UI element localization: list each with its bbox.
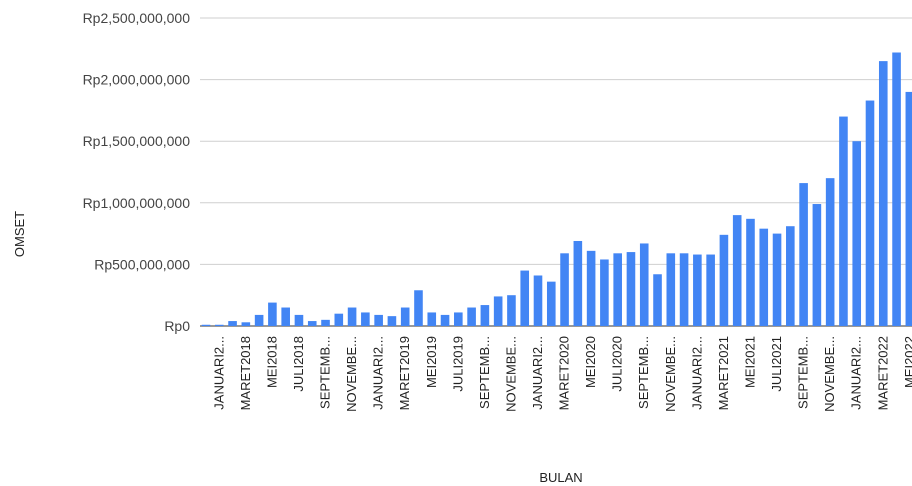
bar <box>546 281 556 326</box>
y-tick-label: Rp500,000,000 <box>94 256 190 272</box>
x-tick-label: JULI2021 <box>769 336 784 392</box>
bar <box>533 275 543 326</box>
x-tick-label: MEI2022 <box>902 336 912 388</box>
bar <box>294 314 304 326</box>
x-tick-label: JANUARI2... <box>689 336 704 410</box>
x-tick-label: NOVEMBE... <box>822 336 837 412</box>
x-tick-label: MARET2018 <box>238 336 253 410</box>
bar <box>493 296 503 326</box>
bars <box>201 52 912 327</box>
bar <box>799 183 808 326</box>
x-tick-label: SEPTEMB... <box>636 336 651 409</box>
y-tick-label: Rp1,000,000,000 <box>83 195 191 211</box>
bar <box>679 253 689 326</box>
bar <box>719 234 729 326</box>
bar <box>852 141 862 326</box>
bar <box>573 240 583 326</box>
x-tick-label: SEPTEMB... <box>796 336 811 409</box>
bar <box>400 307 410 326</box>
bar <box>361 312 370 326</box>
bar <box>241 322 251 326</box>
bar <box>639 243 649 326</box>
bar <box>281 307 290 326</box>
x-tick-label: JULI2018 <box>291 336 306 392</box>
x-tick-label: JANUARI2... <box>849 336 864 410</box>
y-tick-label: Rp2,500,000,000 <box>83 10 191 26</box>
x-tick-label: JULI2020 <box>610 336 625 392</box>
x-tick-label: JANUARI2... <box>211 336 226 410</box>
bar <box>865 100 875 326</box>
x-tick-label: NOVEMBE... <box>663 336 678 412</box>
bar <box>746 218 755 326</box>
bar <box>214 324 224 326</box>
y-tick-label: Rp0 <box>164 318 190 334</box>
bar <box>825 178 835 326</box>
y-tick-label: Rp2,000,000,000 <box>83 72 191 88</box>
bar <box>878 61 888 327</box>
bar <box>772 233 782 326</box>
bar <box>321 319 330 326</box>
x-tick-label: JANUARI2... <box>371 336 386 410</box>
bar <box>560 253 569 326</box>
bar <box>374 314 383 326</box>
x-tick-label: JANUARI2... <box>530 336 545 410</box>
bar <box>254 314 264 326</box>
x-tick-label: SEPTEMB... <box>477 336 492 409</box>
x-tick-label: MEI2019 <box>424 336 439 388</box>
bar <box>334 313 344 326</box>
bar <box>626 252 636 326</box>
x-axis-title: BULAN <box>539 470 582 485</box>
x-tick-label: MARET2022 <box>875 336 890 410</box>
bar <box>307 321 317 326</box>
bar <box>268 302 277 326</box>
bar <box>467 307 476 326</box>
y-tick-label: Rp1,500,000,000 <box>83 133 191 149</box>
bar <box>693 254 702 326</box>
bar <box>905 91 912 326</box>
y-axis-title: OMSET <box>12 211 27 257</box>
bar <box>653 274 662 326</box>
bar <box>600 259 609 326</box>
x-tick-label: NOVEMBE... <box>344 336 359 412</box>
x-axis-ticks: JANUARI2... MARET2018 MEI2018 JULI2018 SEPTE… <box>211 336 912 412</box>
bar <box>839 116 848 326</box>
bar <box>812 204 822 326</box>
x-tick-label: JULI2019 <box>450 336 465 392</box>
bar <box>480 305 490 326</box>
bar <box>892 52 901 326</box>
bar <box>666 253 676 326</box>
bar <box>387 316 397 326</box>
bar <box>613 253 622 326</box>
bar <box>440 314 450 326</box>
y-axis-ticks: Rp0 Rp500,000,000 Rp1,000,000,000 Rp1,500,0… <box>83 10 191 334</box>
bar <box>786 226 795 326</box>
x-tick-label: SEPTEMB... <box>318 336 333 409</box>
x-tick-label: MARET2021 <box>716 336 731 410</box>
bar <box>454 312 463 326</box>
bar <box>732 215 742 326</box>
x-tick-label: MEI2020 <box>583 336 598 388</box>
bar <box>427 312 437 326</box>
bar <box>414 290 423 326</box>
bar <box>586 250 596 326</box>
x-tick-label: MEI2021 <box>742 336 757 388</box>
x-tick-label: NOVEMBE... <box>503 336 518 412</box>
bar <box>759 228 769 326</box>
bar <box>520 270 530 326</box>
bar <box>347 307 357 326</box>
bar <box>706 254 715 326</box>
bar <box>201 324 211 326</box>
bar <box>228 321 237 326</box>
x-tick-label: MARET2019 <box>397 336 412 410</box>
x-tick-label: MARET2020 <box>557 336 572 410</box>
x-tick-label: MEI2018 <box>264 336 279 388</box>
bar <box>507 295 516 326</box>
